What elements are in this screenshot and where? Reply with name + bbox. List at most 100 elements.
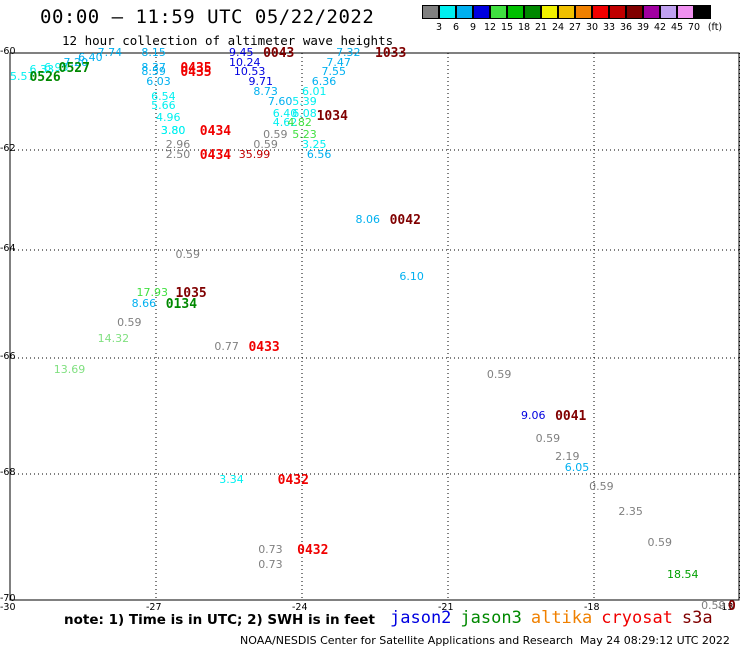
wave-height-label: 2.19 — [555, 449, 580, 463]
color-scale-label: 45 — [670, 22, 684, 33]
wave-height-label: 13.69 — [53, 362, 86, 376]
color-scale-label: 36 — [619, 22, 633, 33]
wave-height-label: 4.82 — [287, 116, 312, 130]
color-swatch — [422, 5, 439, 19]
color-swatch — [456, 5, 473, 19]
wave-height-label: 8.66 — [131, 297, 157, 310]
latitude-tick-label: -66 — [0, 351, 16, 362]
wave-height-label: 8.37 — [141, 60, 166, 74]
pass-time-label: 0433 — [248, 340, 280, 356]
wave-height-label: 6.95 — [44, 60, 69, 74]
pass-time-label: 0434 — [199, 148, 232, 163]
latitude-tick-label: -62 — [0, 143, 16, 154]
wave-height-label: 0.59 — [589, 479, 614, 493]
wave-height-label: 9.71 — [248, 75, 273, 89]
wave-height-label: 18.54 — [667, 567, 699, 581]
pass-time-label: 0434 — [199, 123, 232, 139]
pass-time-label: 1033 — [375, 46, 407, 61]
wave-height-label: 8.59 — [141, 65, 166, 79]
color-swatch — [473, 5, 490, 19]
wave-height-label: 0.59 — [535, 432, 561, 446]
wave-height-label: 7.60 — [267, 94, 293, 108]
credit-line: NOAA/NESDIS Center for Satellite Applica… — [240, 634, 574, 647]
pass-time-label: 1034 — [316, 109, 348, 125]
pass-time-label: 0432 — [277, 473, 309, 489]
wave-height-label: 4.96 — [156, 111, 181, 125]
wave-height-label: 6.56 — [306, 148, 332, 161]
wave-height-label: 0.59 — [253, 138, 278, 152]
wave-height-label: 8.06 — [355, 213, 381, 226]
pass-time-label: 0527 — [58, 60, 90, 76]
color-swatch — [507, 5, 524, 19]
color-scale-label: 3 — [435, 22, 443, 33]
generation-timestamp: May 24 08:29:12 UTC 2022 — [580, 634, 730, 647]
wave-height-label: 3.80 — [160, 123, 186, 137]
wave-height-label: 6.54 — [151, 89, 176, 103]
longitude-tick-label: -18 — [584, 602, 600, 613]
color-scale-label: 12 — [483, 22, 497, 33]
color-scale-label: 24 — [551, 22, 565, 33]
color-scale-label: 9 — [469, 22, 477, 33]
color-swatch — [626, 5, 643, 19]
wave-height-label: 4.62 — [272, 116, 298, 130]
wave-height-label: 0.59 — [701, 599, 726, 613]
legend-item-s3a: s3a — [681, 608, 713, 628]
pass-time-label: 0041 — [555, 409, 587, 424]
wave-height-label: 6.36 — [311, 75, 337, 89]
color-swatch — [643, 5, 660, 19]
page-subtitle: 12 hour collection of altimeter wave hei… — [62, 33, 394, 48]
wave-height-label: 0.59 — [175, 248, 200, 262]
longitude-tick-label: -21 — [438, 602, 454, 613]
pass-time-label: 0432 — [297, 542, 329, 558]
color-scale-label: 70 — [687, 22, 701, 33]
wave-height-label: 17.93 — [136, 286, 169, 300]
color-swatch — [592, 5, 609, 19]
latitude-tick-label: -70 — [0, 593, 16, 604]
wave-height-label: 10.24 — [229, 55, 261, 69]
wave-height-label: 2.35 — [618, 504, 643, 518]
latitude-tick-label: -60 — [0, 46, 16, 57]
color-swatch — [439, 5, 456, 19]
pass-time-label: 0 — [728, 599, 736, 615]
wave-height-label: 9.45 — [229, 46, 254, 59]
wave-height-label: 9.06 — [521, 409, 546, 422]
longitude-tick-label: -15 — [718, 602, 734, 613]
wave-height-label: 6.05 — [564, 461, 590, 475]
wave-height-label: 0.73 — [258, 558, 283, 572]
longitude-tick-label: -27 — [146, 602, 162, 613]
wave-height-label: 7.47 — [326, 55, 351, 69]
pass-time-label: 0526 — [29, 70, 61, 86]
wave-height-label: 6.01 — [302, 84, 327, 98]
wave-height-label: 5.57 — [10, 70, 35, 84]
wave-height-label: 5.66 — [151, 99, 176, 113]
color-scale-label: 18 — [517, 22, 531, 33]
legend-item-cryosat: cryosat — [601, 608, 673, 628]
wave-height-label: 3.25 — [302, 138, 327, 152]
longitude-tick-label: -30 — [0, 602, 16, 613]
color-swatch — [490, 5, 507, 19]
longitude-tick-label: -24 — [292, 602, 308, 613]
wave-height-label: 5.23 — [292, 128, 317, 142]
wave-height-label: 0.59 — [117, 315, 142, 329]
wave-height-label: 8.73 — [253, 84, 278, 98]
wave-height-label: 2.50 — [165, 148, 191, 161]
wave-height-label: 0.59 — [647, 536, 673, 550]
pass-time-label: 0042 — [389, 213, 421, 228]
color-swatch — [524, 5, 541, 19]
color-swatch — [694, 5, 711, 19]
wave-height-label: 0.77 — [214, 340, 239, 354]
color-scale-label: 33 — [602, 22, 616, 33]
wave-height-label: 6.10 — [399, 270, 424, 283]
pass-time-label: 0043 — [263, 46, 295, 61]
color-scale-label: 21 — [534, 22, 548, 33]
legend-item-altika: altika — [530, 608, 593, 628]
wave-height-label: 0.59 — [486, 368, 512, 382]
wave-height-label: 7.74 — [97, 46, 123, 59]
wave-height-label: 3.34 — [219, 473, 244, 487]
wave-height-label: 0.59 — [263, 128, 288, 142]
color-scale-unit: (ft) — [707, 22, 723, 33]
wave-height-label: 14.32 — [97, 332, 130, 346]
pass-time-label: 0134 — [165, 297, 198, 312]
